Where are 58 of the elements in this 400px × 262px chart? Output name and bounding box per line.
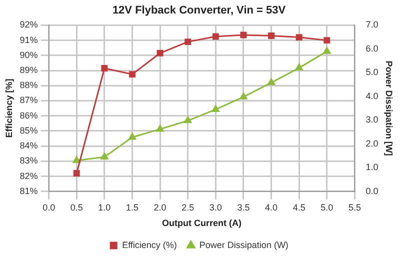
x-tick-label: 3.5: [237, 202, 250, 212]
y2-tick-label: 0.0: [366, 186, 378, 196]
y-tick-label: 91%: [20, 34, 38, 45]
x-tick-label: 1.5: [126, 202, 138, 212]
point: [128, 133, 136, 140]
x-tick-label: 4.5: [292, 202, 306, 212]
point: [73, 170, 80, 176]
y2-tick-label: 6.0: [366, 43, 378, 54]
point: [212, 105, 220, 112]
x-tick-label: 2.0: [154, 202, 166, 212]
y-tick-label: 86%: [20, 110, 38, 120]
y-tick-label: 85%: [20, 125, 38, 136]
x-tick-label: 5.5: [348, 202, 361, 212]
point: [240, 32, 247, 38]
y-tick-label: 83%: [20, 156, 38, 166]
point: [268, 32, 274, 39]
point: [295, 64, 303, 70]
y2-tick-label: 2.0: [366, 138, 378, 148]
x-tick-label: 0.5: [70, 202, 83, 212]
y2-tick-label: 1.0: [366, 162, 378, 172]
y2-axis-title: Power Dissipation [W]: [384, 60, 394, 156]
y2-tick-label: 4.0: [366, 90, 378, 101]
point: [101, 65, 108, 72]
point: [184, 38, 192, 46]
x-tick-label: 4.0: [265, 202, 278, 212]
point: [324, 37, 330, 44]
legend-label: Efficiency (%): [122, 240, 177, 250]
y-axis-title: Efficiency [%]: [4, 78, 14, 138]
point: [184, 116, 192, 124]
point: [267, 78, 276, 86]
chart-title: 12V Flyback Converter, Vin = 53V: [112, 4, 286, 17]
y2-tick-label: 7.0: [366, 20, 378, 30]
x-tick-label: 0.0: [42, 202, 56, 212]
x-tick-label: 2.5: [182, 202, 194, 212]
point: [296, 34, 302, 41]
point: [156, 124, 164, 132]
x-axis-title: Output Current (A): [162, 218, 242, 228]
y-tick-label: 89%: [20, 65, 38, 76]
y-tick-label: 84%: [20, 140, 38, 151]
point: [240, 92, 248, 100]
y-tick-label: 90%: [20, 50, 38, 60]
x-tick-label: 3.0: [209, 202, 222, 212]
point: [100, 152, 108, 160]
point: [323, 47, 331, 54]
y2-tick-label: 3.0: [366, 114, 378, 125]
point: [129, 71, 136, 78]
y-tick-label: 92%: [20, 20, 38, 30]
x-tick-label: 1.0: [98, 202, 111, 212]
x-tick-label: 5.0: [320, 202, 334, 212]
y-tick-label: 82%: [20, 170, 38, 181]
point: [156, 50, 164, 56]
point: [212, 33, 219, 40]
y-tick-label: 87%: [20, 95, 38, 106]
y-tick-label: 81%: [20, 186, 38, 196]
y2-tick-label: 5.0: [366, 67, 378, 78]
y-tick-label: 88%: [20, 80, 38, 90]
legend-label: Power Dissipation (W): [199, 240, 288, 250]
point: [72, 156, 80, 164]
